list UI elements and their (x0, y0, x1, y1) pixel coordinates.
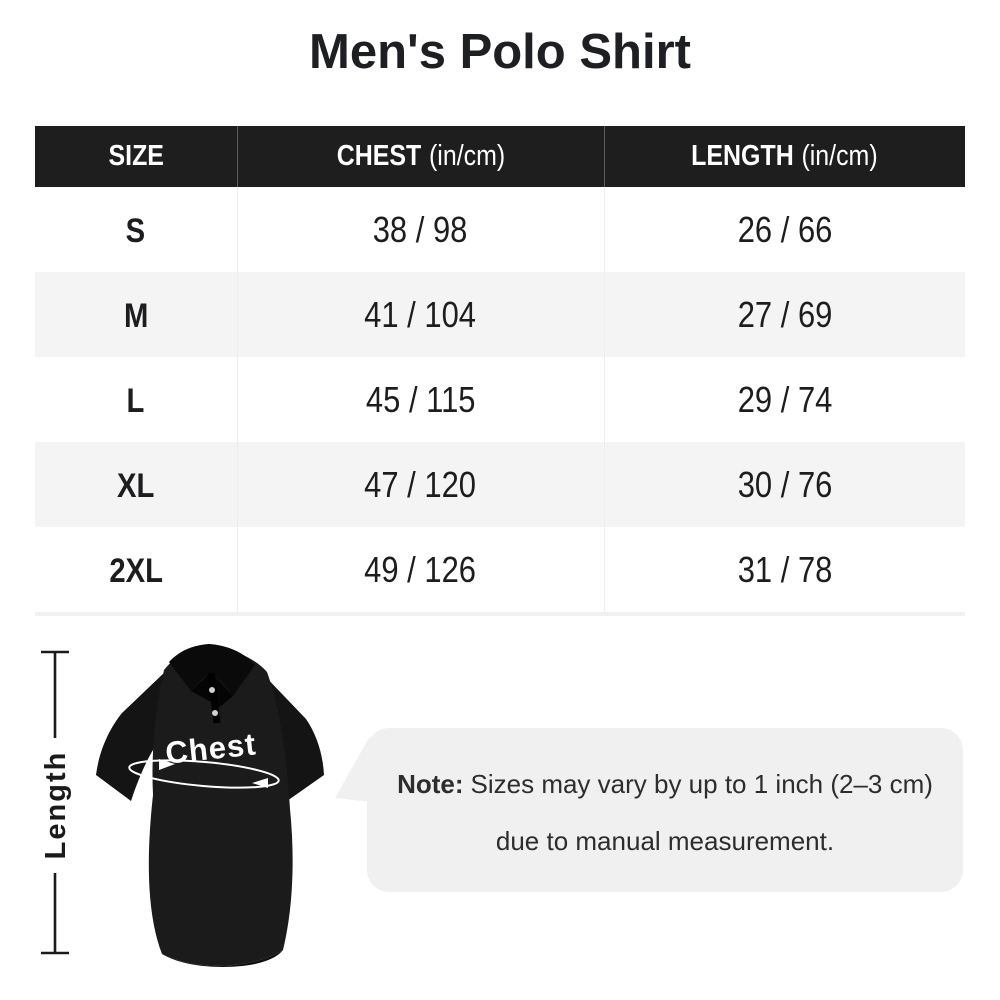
size-table-header: SIZE CHEST (in/cm) LENGTH (in/cm) (35, 126, 965, 187)
col-header-length-unit: (in/cm) (801, 140, 878, 172)
col-header-chest: CHEST (in/cm) (236, 126, 604, 187)
length-label: Length (40, 751, 72, 860)
chest-cell: 41 / 104 (236, 272, 604, 357)
note-line-2: due to manual measurement. (495, 826, 835, 856)
chest-arrow-left-icon (252, 778, 268, 788)
col-header-length: LENGTH (in/cm) (603, 126, 965, 187)
size-table-body: S 38 / 98 26 / 66 M 41 / 104 27 / 69 L 45 / 115… (35, 187, 965, 614)
chest-measure-ellipse (128, 759, 280, 789)
chest-cell: 49 / 126 (236, 527, 604, 614)
note-line-1: Note: Sizes may vary by up to 1 inch (2–3… (397, 769, 933, 800)
size-cell: 2XL (108, 551, 163, 590)
chest-cell: 45 / 115 (236, 357, 604, 442)
shirt-shape (96, 644, 324, 967)
note-prefix: Note: (397, 769, 464, 799)
chest-arrow-right-icon (159, 759, 175, 770)
length-cell: 27 / 69 (603, 272, 965, 357)
chest-cell: 38 / 98 (236, 187, 604, 272)
page-title: Men's Polo Shirt (309, 25, 691, 79)
chest-cell: 47 / 120 (236, 442, 604, 527)
size-row-2xl: 2XL 49 / 126 31 / 78 (35, 527, 965, 614)
col-header-size-label: SIZE (108, 140, 164, 172)
size-row-l: L 45 / 115 29 / 74 (35, 357, 965, 442)
col-header-chest-unit: (in/cm) (428, 140, 505, 172)
length-cell: 30 / 76 (603, 442, 965, 527)
col-header-length-label: LENGTH (691, 140, 795, 172)
note-bubble: Note: Sizes may vary by up to 1 inch (2–3… (367, 728, 963, 892)
size-table: SIZE CHEST (in/cm) LENGTH (in/cm) S 38 / 98… (35, 126, 965, 616)
polo-shirt-illustration: Chest (96, 644, 324, 967)
size-cell: S (125, 211, 146, 250)
col-header-size: SIZE (35, 126, 237, 187)
shirt-button-top (209, 687, 215, 693)
note-bubble-tail (335, 736, 370, 802)
length-measure-line: Length (40, 650, 72, 955)
length-measure-strokes (41, 650, 69, 955)
shirt-button-bottom (212, 710, 218, 716)
length-cell: 31 / 78 (603, 527, 965, 614)
size-row-s: S 38 / 98 26 / 66 (35, 187, 965, 272)
length-cell: 29 / 74 (603, 357, 965, 442)
shirt-hem-shadow (162, 950, 283, 967)
shirt-left-sleeve (96, 671, 166, 801)
note-line1-text: Sizes may vary by up to 1 inch (2–3 cm) (470, 769, 933, 799)
shirt-collar (169, 644, 255, 696)
size-cell: L (126, 381, 145, 420)
size-row-m: M 41 / 104 27 / 69 (35, 272, 965, 357)
header-row: SIZE CHEST (in/cm) LENGTH (in/cm) (35, 126, 965, 187)
length-cell: 26 / 66 (603, 187, 965, 272)
col-header-chest-label: CHEST (336, 140, 421, 172)
size-cell: XL (117, 466, 155, 505)
size-row-xl: XL 47 / 120 30 / 76 (35, 442, 965, 527)
size-cell: M (123, 296, 148, 335)
shirt-body (148, 646, 293, 966)
